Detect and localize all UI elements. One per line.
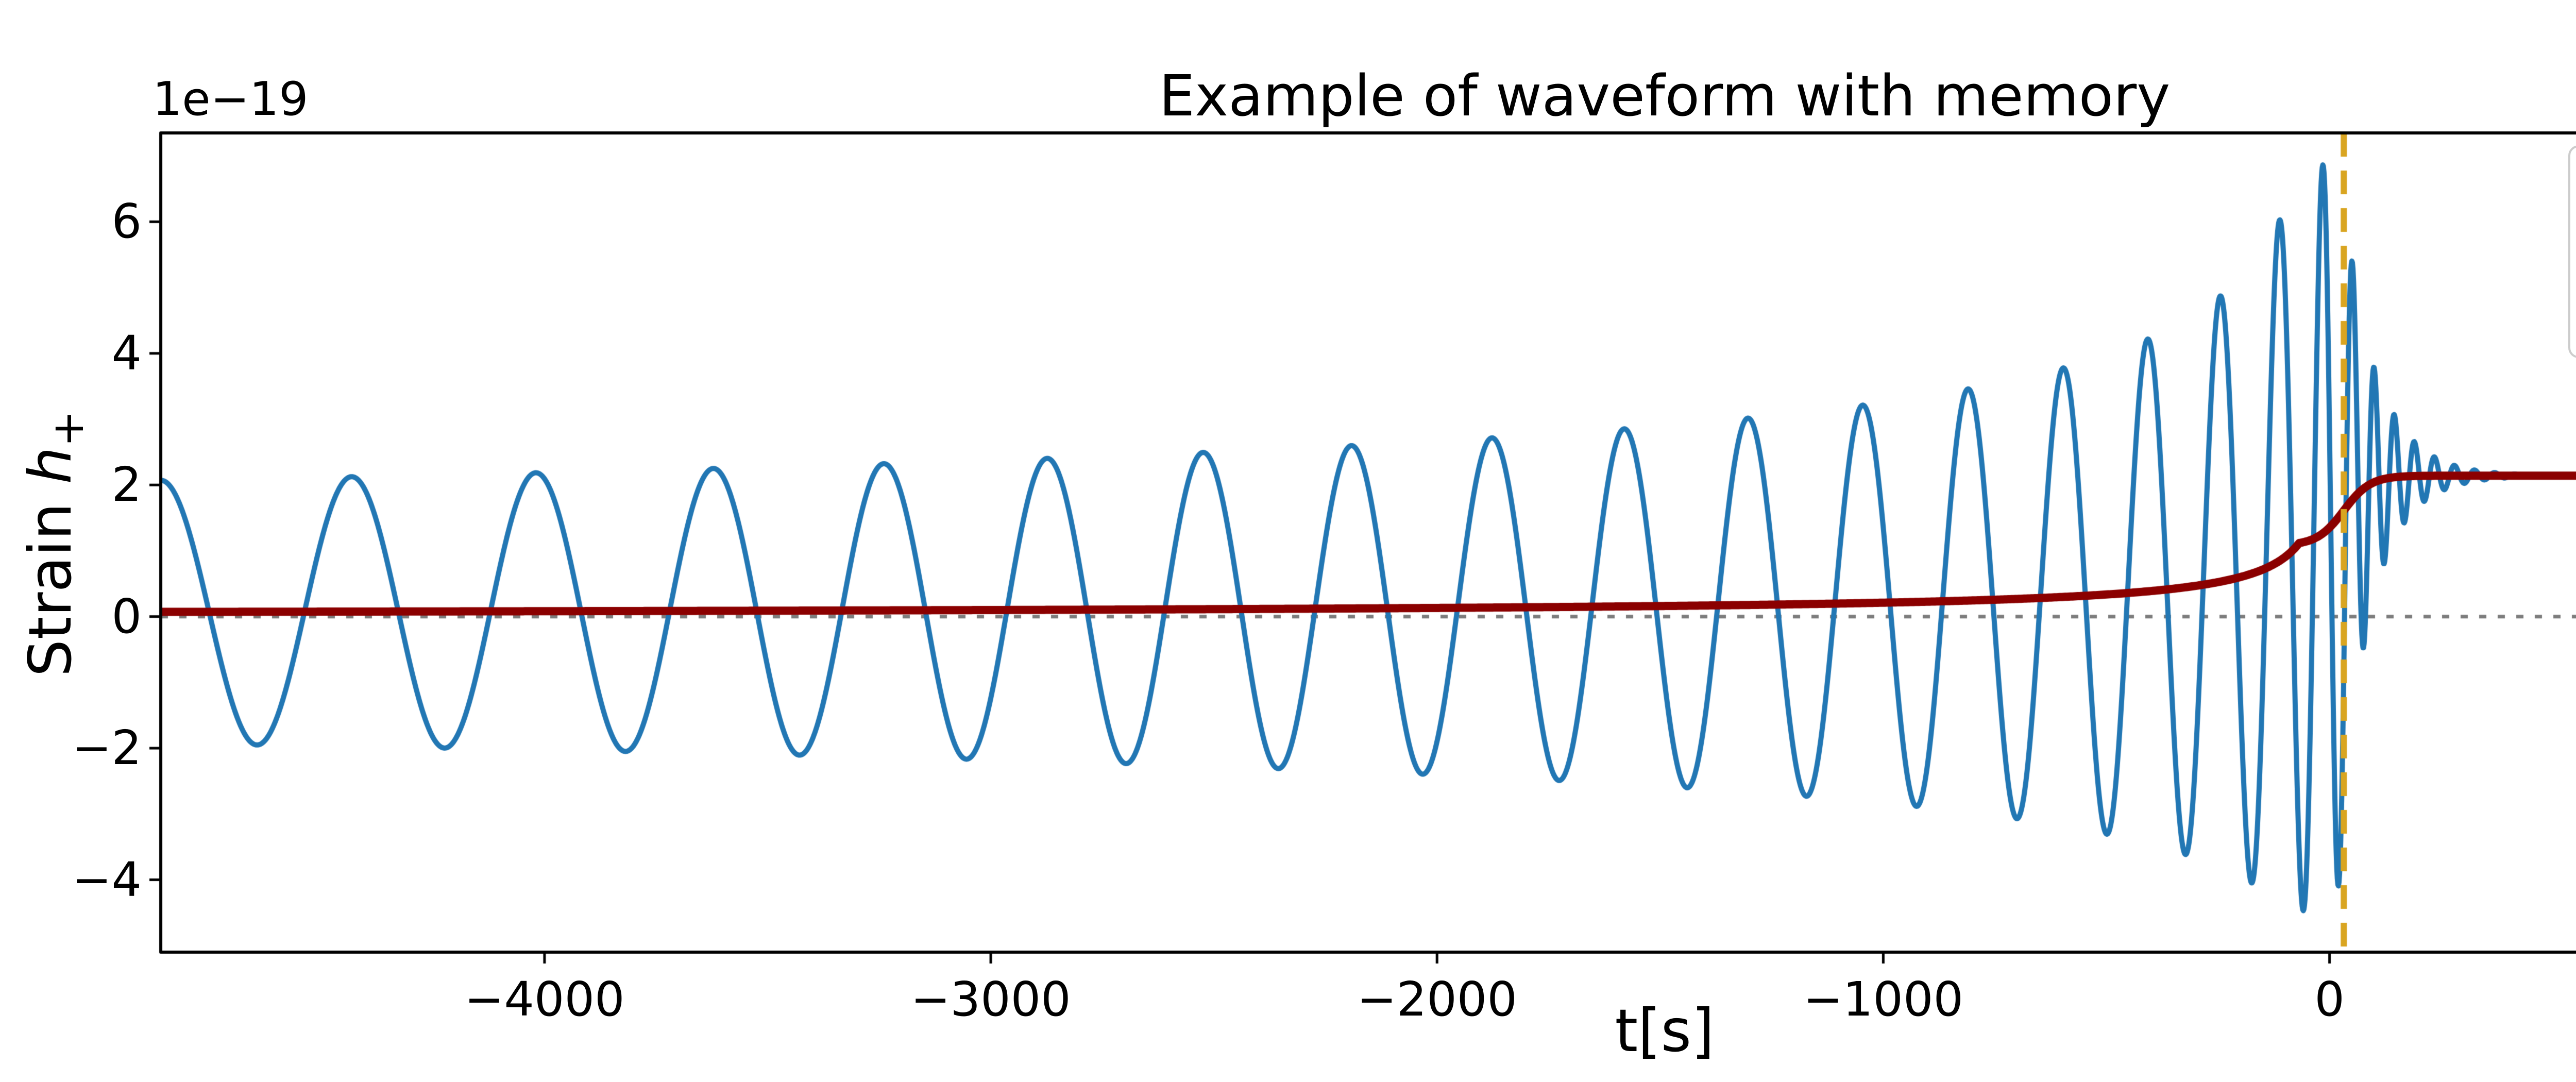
y-tick-label: −2 [72, 720, 142, 776]
chart-title: Example of waveform with memory [1159, 63, 2171, 129]
y-tick-label: 4 [111, 325, 142, 381]
y-tick-label: −4 [72, 852, 142, 907]
y-axis-label-subscript: + [42, 410, 93, 447]
x-tick-label: 0 [2314, 972, 2345, 1027]
y-axis-label-prefix: Strain [16, 484, 84, 677]
legend: Total: (2,2)+Memory Memory component Mer… [2568, 145, 2576, 358]
x-tick-label: −1000 [1803, 972, 1964, 1027]
y-tick-label: 6 [111, 194, 142, 249]
x-tick-label: −2000 [1357, 972, 1517, 1027]
y-tick-label: 2 [111, 457, 142, 513]
x-axis-label: t[s] [1615, 996, 1715, 1065]
y-axis-offset-label: 1e−19 [152, 72, 309, 126]
x-tick-label: −4000 [464, 972, 625, 1027]
y-axis-label: Strain h+ [16, 314, 100, 773]
y-tick-label: 0 [111, 588, 142, 644]
x-tick-label: −3000 [910, 972, 1071, 1027]
